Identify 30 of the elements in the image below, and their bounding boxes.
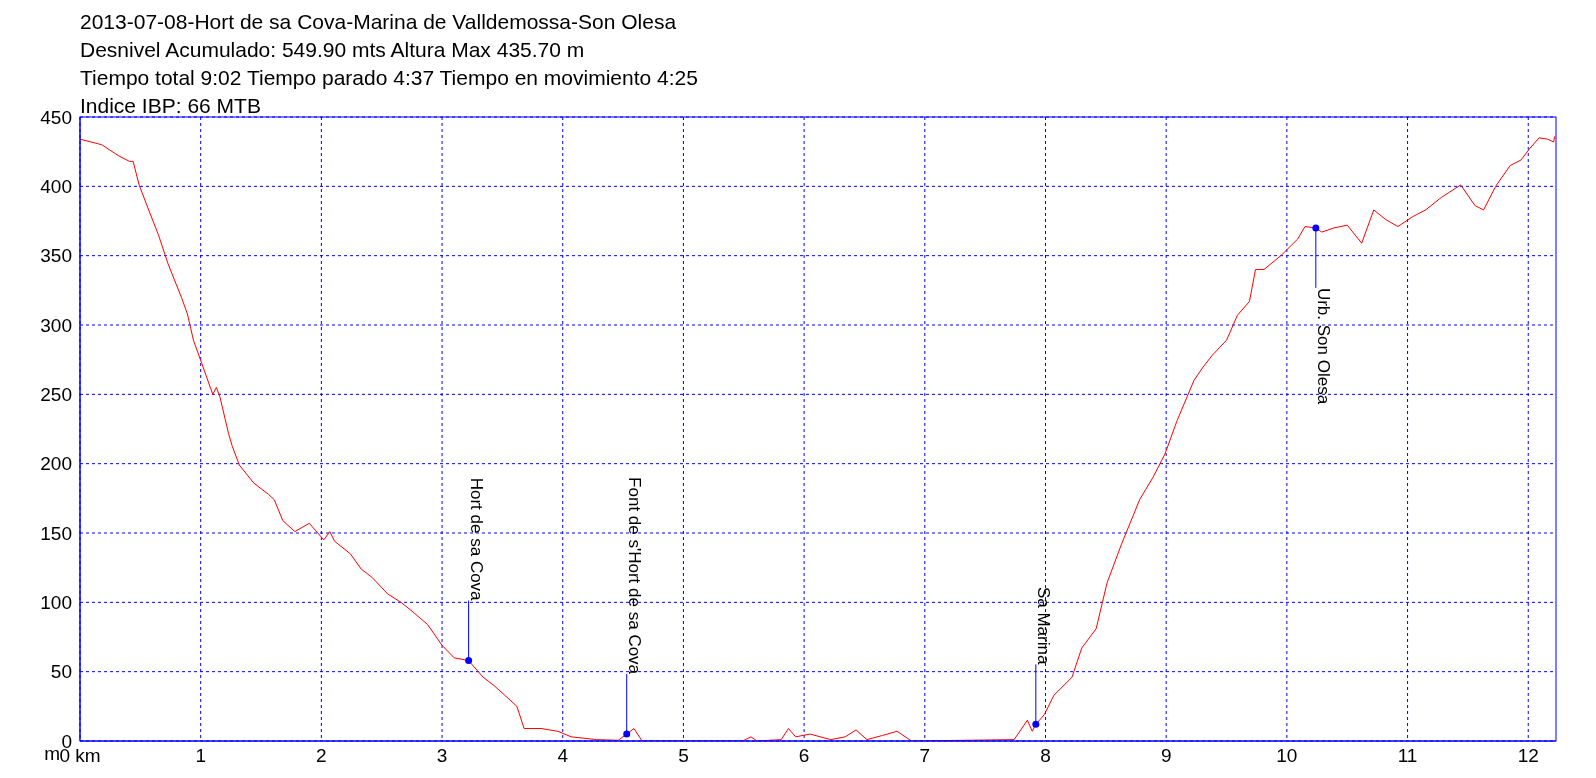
annotation: Font de s'Hort de sa Cova: [624, 477, 644, 675]
y-tick-label: 200: [40, 453, 72, 475]
x-tick-label: 3: [436, 745, 448, 767]
text: Desnivel Acumulado: 549.90 mts Altura Max 435.70 m: [80, 37, 586, 63]
x-tick-label: 4: [557, 745, 569, 767]
y-tick-label: 250: [40, 384, 72, 406]
x-tick-label: 6: [798, 745, 810, 767]
annotation: Hort de sa Cova: [466, 477, 486, 602]
x-tick-label: 11: [1397, 745, 1418, 767]
y-axis-title: m: [44, 743, 60, 764]
y-tick-label: 300: [40, 314, 72, 336]
x-tick-label: 2: [316, 745, 327, 767]
annotation: Urb. Son Olesa: [1313, 287, 1333, 405]
x-tick-label: 5: [678, 745, 689, 767]
y-tick-label: 400: [40, 176, 72, 198]
annotation: Indice IBP: 66 MTB: [80, 93, 262, 119]
x-tick-label: 10: [1276, 745, 1298, 767]
x-tick-label: 8: [1040, 745, 1051, 767]
y-tick-label: 50: [50, 661, 72, 683]
x-tick-label: 12: [1517, 745, 1539, 767]
y-tick-label: 150: [40, 522, 72, 544]
annotation: Sa Marina: [1033, 586, 1053, 665]
x-tick-label: 9: [1160, 745, 1172, 767]
y-tick-label: 450: [40, 106, 72, 128]
y-tick-label: 100: [40, 592, 72, 614]
chart-title: 2013-07-08-Hort de sa Cova-Marina de Valldemossa-Son Olesa: [80, 9, 678, 35]
text: Tiempo total 9:02 Tiempo parado 4:37 Tiempo en movimiento 4:25: [80, 65, 698, 91]
x-tick-label: 1: [195, 745, 206, 767]
x-tick-label: 7: [919, 745, 931, 767]
y-tick-label: 350: [40, 245, 72, 267]
